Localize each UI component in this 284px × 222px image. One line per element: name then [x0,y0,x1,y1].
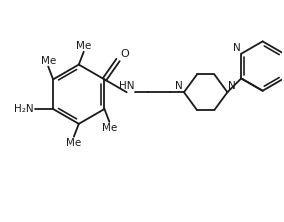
Text: Me: Me [76,41,91,51]
Text: O: O [120,49,129,59]
Text: HN: HN [119,81,134,91]
Text: Me: Me [102,123,117,133]
Text: N: N [233,43,240,53]
Text: N: N [228,81,236,91]
Text: N: N [175,81,183,91]
Text: Me: Me [41,56,56,65]
Text: Me: Me [66,138,82,148]
Text: H₂N: H₂N [14,104,34,114]
